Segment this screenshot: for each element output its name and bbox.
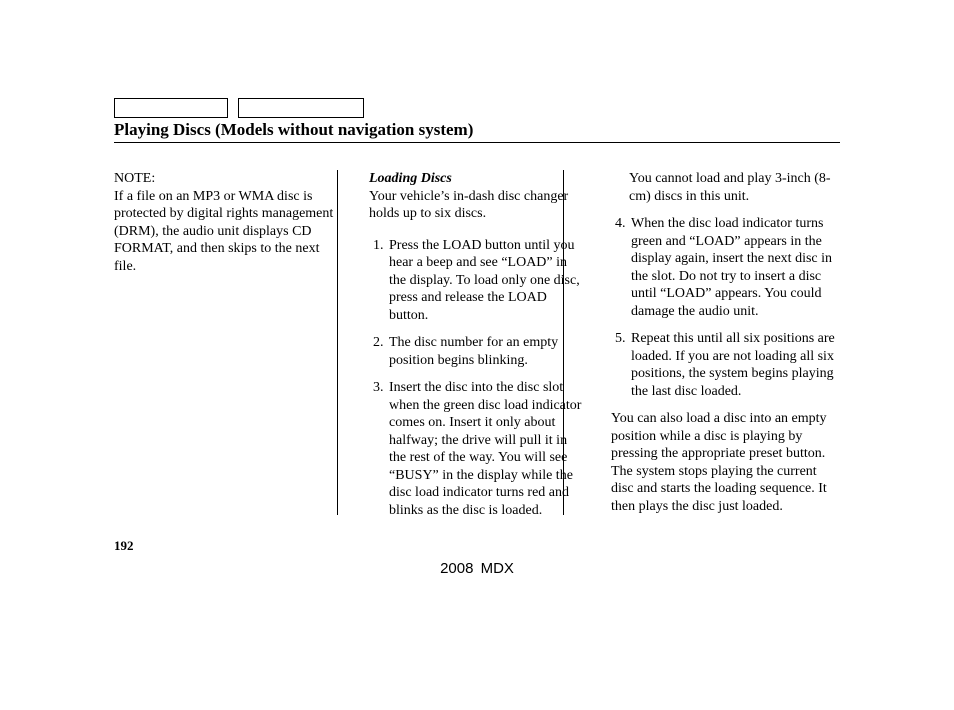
preset-load-note: You can also load a disc into an empty p…: [611, 410, 840, 515]
step-2: The disc number for an empty position be…: [387, 334, 585, 369]
note-label: NOTE:: [114, 171, 155, 186]
loading-steps-1to3: Press the LOAD button until you hear a b…: [369, 237, 585, 520]
page-number: 192: [114, 538, 134, 554]
three-inch-warning: You cannot load and play 3-inch (8-cm) d…: [611, 170, 840, 205]
loading-steps-4to5: When the disc load indicator turns green…: [611, 215, 840, 400]
columns: NOTE: If a file on an MP3 or WMA disc is…: [114, 170, 840, 515]
header-placeholder-boxes: [114, 98, 364, 118]
note-body: If a file on an MP3 or WMA disc is prote…: [114, 189, 333, 274]
loading-discs-intro: Your vehicle’s in-dash disc changer hold…: [369, 189, 568, 222]
column-separator-1: [337, 170, 338, 515]
column-3: You cannot load and play 3-inch (8-cm) d…: [598, 170, 840, 529]
column-separator-2: [563, 170, 564, 515]
title-rule: [114, 142, 840, 143]
manual-page: Playing Discs (Models without navigation…: [0, 0, 954, 710]
step-4: When the disc load indicator turns green…: [629, 215, 840, 320]
column-2: Loading Discs Your vehicle’s in-dash dis…: [356, 170, 598, 529]
header-box-1: [114, 98, 228, 118]
column-1: NOTE: If a file on an MP3 or WMA disc is…: [114, 170, 356, 529]
header-box-2: [238, 98, 364, 118]
step-1: Press the LOAD button until you hear a b…: [387, 237, 585, 325]
footer-model-year: 2008 MDX: [0, 560, 954, 577]
loading-discs-subhead: Loading Discs: [369, 171, 452, 186]
step-3: Insert the disc into the disc slot when …: [387, 379, 585, 519]
section-title: Playing Discs (Models without navigation…: [114, 120, 840, 140]
step-5: Repeat this until all six positions are …: [629, 330, 840, 400]
